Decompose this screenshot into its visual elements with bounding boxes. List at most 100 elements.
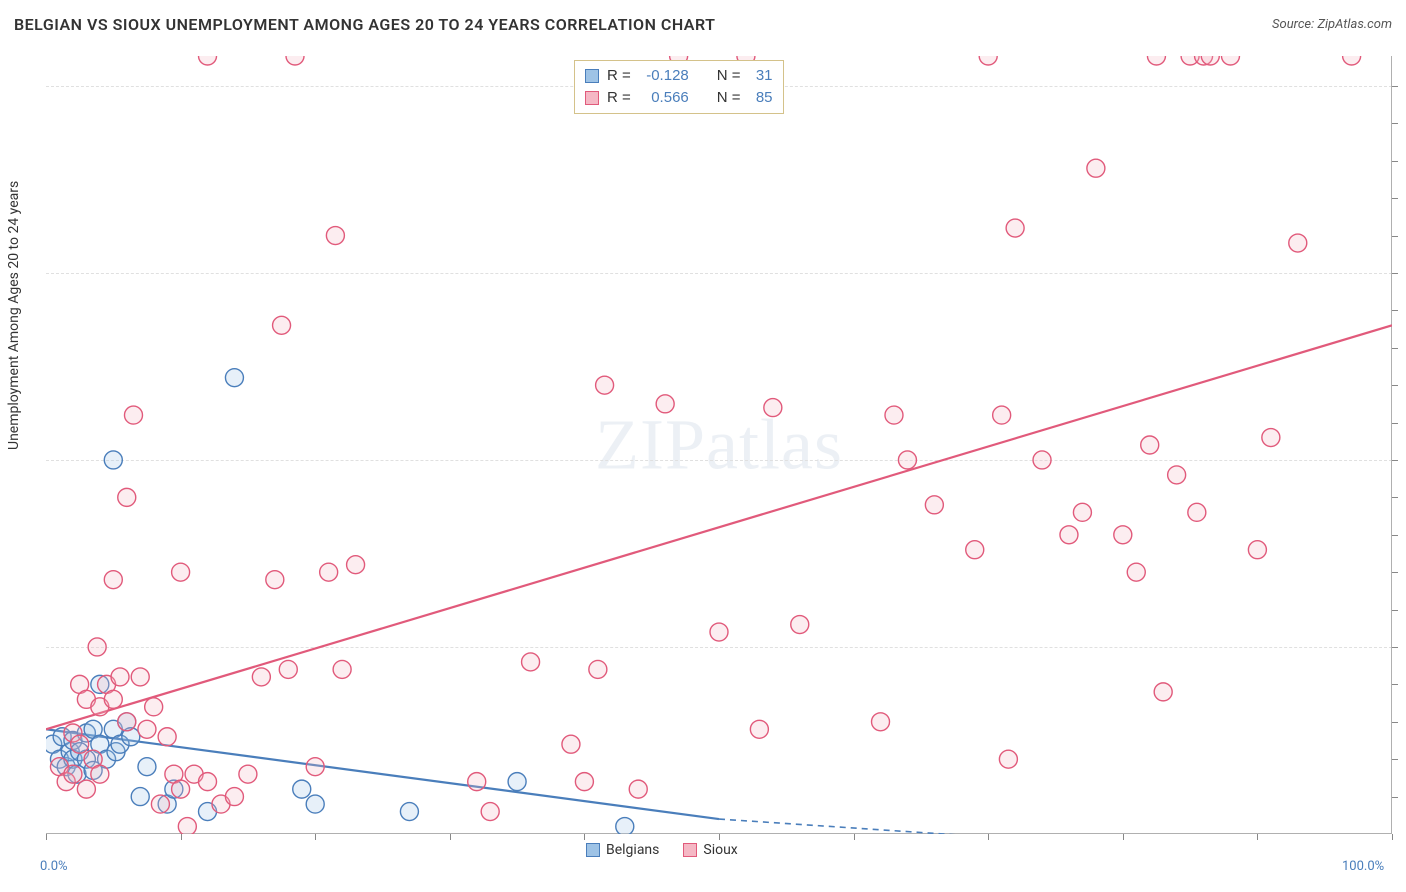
legend-swatch-belgians	[585, 69, 599, 83]
data-point-sioux	[320, 563, 338, 581]
regression-dashed-belgians	[719, 819, 1392, 834]
x-tick	[1392, 834, 1393, 840]
y-tick	[1392, 310, 1398, 311]
data-point-belgians	[293, 780, 311, 798]
data-point-sioux	[791, 616, 809, 634]
data-point-sioux	[1168, 466, 1186, 484]
data-point-sioux	[1073, 503, 1091, 521]
y-tick	[1392, 123, 1398, 124]
source-name: ZipAtlas.com	[1317, 17, 1392, 32]
y-tick	[1392, 273, 1398, 274]
y-tick	[1392, 348, 1398, 349]
data-point-sioux	[596, 376, 614, 394]
y-tick	[1392, 423, 1398, 424]
data-point-sioux	[1033, 451, 1051, 469]
data-point-sioux	[993, 406, 1011, 424]
y-tick	[1392, 86, 1398, 87]
stat-n-label: N =	[717, 65, 741, 87]
x-tick	[719, 834, 720, 840]
data-point-sioux	[1154, 683, 1172, 701]
y-tick	[1392, 198, 1398, 199]
data-point-sioux	[925, 496, 943, 514]
x-tick-label: 0.0%	[40, 859, 68, 874]
data-point-sioux	[118, 713, 136, 731]
data-point-sioux	[199, 773, 217, 791]
data-point-sioux	[91, 765, 109, 783]
data-point-sioux	[629, 780, 647, 798]
data-point-sioux	[468, 773, 486, 791]
data-point-sioux	[225, 788, 243, 806]
data-point-sioux	[266, 571, 284, 589]
data-point-sioux	[1262, 429, 1280, 447]
x-tick	[1257, 834, 1258, 840]
x-tick	[988, 834, 989, 840]
data-point-belgians	[104, 451, 122, 469]
data-point-sioux	[273, 316, 291, 334]
data-point-sioux	[999, 750, 1017, 768]
data-point-sioux	[966, 541, 984, 559]
data-point-belgians	[508, 773, 526, 791]
data-point-belgians	[306, 795, 324, 813]
data-point-sioux	[131, 668, 149, 686]
data-point-sioux	[885, 406, 903, 424]
legend-label-sioux: Sioux	[703, 842, 737, 858]
data-point-sioux	[172, 780, 190, 798]
data-point-sioux	[64, 765, 82, 783]
legend-swatch-sioux	[585, 91, 599, 105]
legend-swatch-belgians	[586, 843, 600, 857]
data-point-belgians	[225, 369, 243, 387]
data-point-belgians	[138, 758, 156, 776]
legend-label-belgians: Belgians	[606, 842, 659, 858]
x-tick	[181, 834, 182, 840]
x-tick	[315, 834, 316, 840]
legend-item-belgians: Belgians	[586, 842, 659, 858]
data-point-sioux	[279, 660, 297, 678]
data-point-sioux	[481, 803, 499, 821]
data-point-sioux	[1221, 56, 1239, 65]
data-point-sioux	[562, 735, 580, 753]
y-tick	[1392, 684, 1398, 685]
data-point-sioux	[656, 395, 674, 413]
y-tick	[1392, 161, 1398, 162]
chart-title: BELGIAN VS SIOUX UNEMPLOYMENT AMONG AGES…	[14, 15, 715, 34]
data-point-sioux	[589, 660, 607, 678]
data-point-sioux	[138, 720, 156, 738]
data-point-sioux	[172, 563, 190, 581]
data-point-sioux	[1343, 56, 1361, 65]
data-point-sioux	[750, 720, 768, 738]
data-point-sioux	[71, 735, 89, 753]
data-point-sioux	[764, 399, 782, 417]
source-prefix: Source:	[1272, 17, 1317, 32]
data-point-sioux	[1006, 219, 1024, 237]
x-tick	[46, 834, 47, 840]
data-point-belgians	[616, 818, 634, 834]
chart-header: BELGIAN VS SIOUX UNEMPLOYMENT AMONG AGES…	[0, 0, 1406, 44]
data-point-sioux	[710, 623, 728, 641]
x-tick	[584, 834, 585, 840]
regression-line-sioux	[46, 325, 1392, 729]
y-tick	[1392, 722, 1398, 723]
legend: Belgians Sioux	[586, 842, 738, 858]
y-tick	[1392, 385, 1398, 386]
data-point-sioux	[151, 795, 169, 813]
x-tick	[854, 834, 855, 840]
x-tick	[450, 834, 451, 840]
data-point-sioux	[158, 728, 176, 746]
y-tick	[1392, 535, 1398, 536]
x-tick-label: 100.0%	[1342, 859, 1384, 874]
stats-row-belgians: R =-0.128N =31	[585, 65, 773, 87]
y-tick	[1392, 797, 1398, 798]
stat-r-label: R =	[607, 87, 631, 109]
data-point-belgians	[400, 803, 418, 821]
data-point-sioux	[872, 713, 890, 731]
data-point-sioux	[347, 556, 365, 574]
data-point-sioux	[178, 818, 196, 834]
legend-swatch-sioux	[683, 843, 697, 857]
y-tick	[1392, 759, 1398, 760]
stat-n-value-sioux: 85	[749, 87, 773, 109]
data-point-sioux	[145, 698, 163, 716]
data-point-sioux	[1087, 159, 1105, 177]
data-point-sioux	[898, 451, 916, 469]
stat-n-value-belgians: 31	[749, 65, 773, 87]
data-point-sioux	[522, 653, 540, 671]
